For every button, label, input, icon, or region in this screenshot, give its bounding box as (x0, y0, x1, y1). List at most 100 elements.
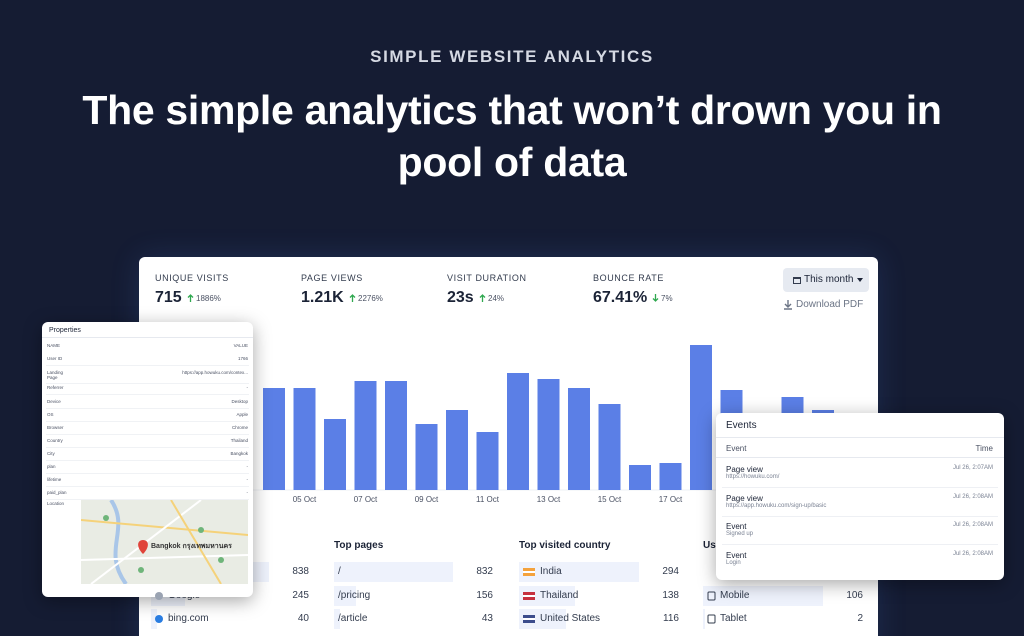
property-name: Landing Page (47, 370, 64, 380)
flag-band (523, 618, 535, 620)
x-tick-label: 11 Oct (476, 495, 500, 504)
source-icon (155, 591, 163, 600)
bar (354, 381, 377, 490)
property-value: Apple (236, 412, 248, 417)
bar (415, 424, 438, 490)
property-name: Browser (47, 425, 64, 430)
list-title: Top visited country (519, 540, 611, 551)
divider (42, 337, 253, 338)
divider (46, 421, 249, 422)
property-value: 1766 (237, 356, 248, 361)
properties-panel: Properties NAME VALUE User ID 1766 Landing Pa… (42, 322, 253, 597)
download-icon (784, 300, 792, 310)
source (155, 615, 163, 623)
property-name: City (47, 451, 55, 456)
poi (198, 527, 204, 533)
property-value: Thailand (230, 438, 248, 443)
flag-band (523, 594, 535, 597)
property-name: paid_plan (47, 490, 67, 495)
arrow (187, 294, 194, 302)
map[interactable]: Bangkok กรุงเทพมหานคร (81, 500, 248, 584)
divider (716, 437, 1004, 438)
map-pin (138, 540, 148, 554)
property-name: User ID (47, 356, 63, 361)
bar (324, 419, 346, 490)
row-value: 156 (476, 589, 493, 601)
stat-label: VISIT DURATION (447, 273, 527, 283)
stat-change: 7% (661, 294, 673, 303)
event-detail: https://howuku.com/ (726, 474, 780, 480)
event-detail: Signed up (726, 531, 754, 538)
x-tick-label: 15 Oct (598, 495, 622, 504)
bar (537, 379, 560, 490)
device-icon (707, 614, 716, 624)
row-label: Mobile (720, 589, 750, 601)
row-bar (703, 609, 706, 629)
headline: The simple analytics that won’t drown yo… (82, 87, 942, 185)
poi (103, 515, 109, 521)
bar (598, 404, 621, 490)
divider (722, 487, 998, 488)
header-name: NAME (47, 343, 61, 348)
divider (46, 460, 249, 461)
property-name: lifetime (47, 477, 62, 482)
flag-icon (523, 615, 535, 623)
header-value: VALUE (233, 343, 248, 348)
row-label: Tablet (720, 613, 747, 624)
divider (46, 486, 249, 487)
stat-label: UNIQUE VISITS (155, 273, 229, 283)
source (155, 591, 163, 600)
divider (722, 544, 998, 546)
flag-band (523, 571, 535, 573)
row-value: 294 (662, 566, 679, 577)
download-link[interactable]: Download PDF (796, 299, 864, 310)
bar (263, 388, 285, 490)
road (170, 500, 222, 584)
property-value: - (246, 477, 249, 482)
row-label: Thailand (540, 589, 579, 601)
bar (507, 373, 529, 490)
row-value: 245 (292, 589, 309, 601)
eyebrow: SIMPLE WEBSITE ANALYTICS (370, 47, 654, 66)
stat-label: BOUNCE RATE (593, 273, 664, 283)
row-value: 106 (846, 589, 863, 601)
bar (446, 410, 468, 490)
panel-title: Properties (49, 327, 81, 334)
x-tick-label: 05 Oct (293, 495, 317, 504)
period-button[interactable]: This month (783, 268, 869, 292)
bar (568, 388, 590, 490)
stat-change: 2276% (358, 294, 383, 303)
divider (46, 365, 249, 366)
row-label: bing.com (168, 613, 209, 624)
property-name: Referrer (47, 385, 64, 390)
property-value: - (246, 464, 249, 469)
property-name: Country (47, 438, 63, 443)
event-time: Jul 26, 2:07AM (952, 465, 993, 471)
divider (46, 473, 249, 474)
property-name: Device (47, 399, 61, 404)
divider (722, 515, 998, 517)
location-label: Location (47, 501, 65, 506)
row-value: 43 (481, 613, 493, 624)
trend-arrow (652, 294, 659, 302)
bar (293, 388, 316, 490)
x-tick-label: 07 Oct (354, 495, 378, 504)
device (707, 614, 716, 624)
divider (46, 383, 249, 384)
period-label: This month (804, 274, 854, 285)
arrow (349, 294, 356, 302)
trend-arrow (479, 294, 486, 302)
row-bar (519, 585, 576, 606)
list-title: Us (703, 540, 716, 551)
property-value: - (246, 490, 249, 495)
property-value: https://app.howuku.com/contex... (182, 370, 248, 375)
map-label: Bangkok กรุงเทพมหานคร (151, 543, 232, 550)
bar (629, 465, 651, 490)
divider (46, 408, 249, 409)
stat-label: PAGE VIEWS (301, 273, 363, 283)
row-bar (703, 585, 823, 606)
event-name: Event (726, 522, 747, 532)
device-icon (707, 591, 716, 600)
river (109, 500, 128, 584)
